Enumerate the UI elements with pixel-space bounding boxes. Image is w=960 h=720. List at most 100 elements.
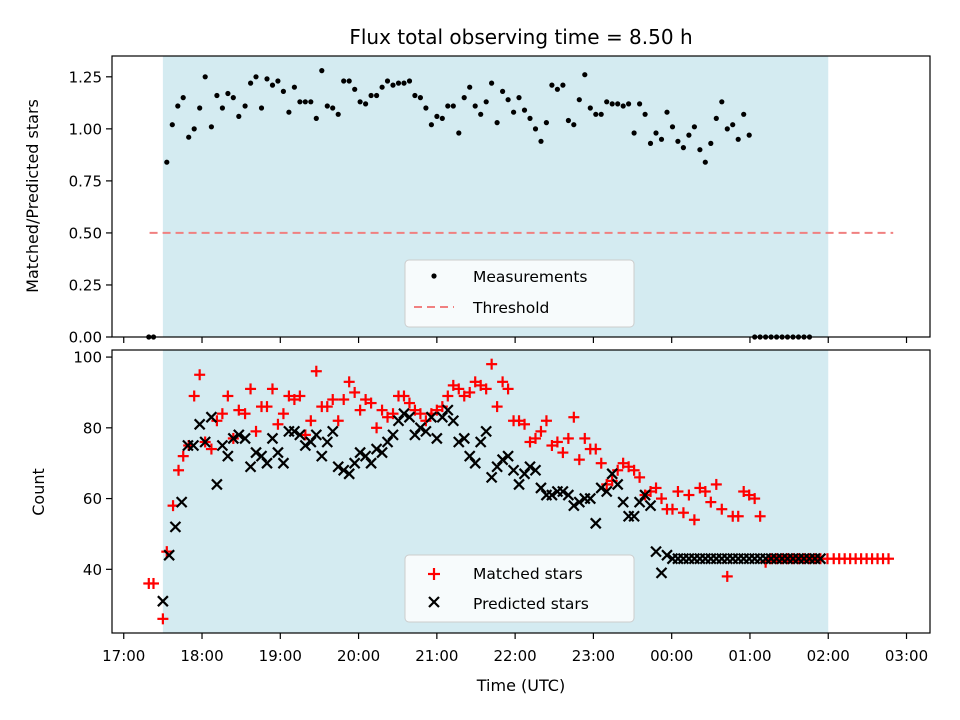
matched-star-point: [343, 376, 355, 388]
predicted-star-point: [316, 450, 328, 462]
measurement-point: [412, 92, 418, 99]
measurement-point: [500, 88, 506, 94]
predicted-star-point: [589, 517, 602, 530]
measurement-point: [521, 107, 528, 113]
matched-star-point: [677, 507, 689, 519]
measurement-point: [191, 126, 197, 132]
measurement-point: [719, 99, 725, 105]
measurement-point: [510, 109, 517, 115]
measurement-point: [395, 80, 402, 86]
matched-star-point: [177, 450, 189, 462]
predicted-star-point: [452, 436, 465, 448]
predicted-star-point: [480, 425, 492, 438]
legend-matched-marker: [428, 568, 440, 580]
measurement-point: [352, 86, 358, 92]
x-tick-label: 17:00: [102, 647, 145, 665]
matched-star-point: [403, 397, 415, 409]
matched-star-point: [310, 365, 322, 377]
measurement-point: [319, 68, 325, 74]
predicted-star-point: [595, 482, 608, 494]
count-axes-frame: [111, 349, 931, 634]
measurement-point: [401, 80, 407, 86]
measurement-point: [258, 105, 265, 111]
measurement-point: [428, 122, 434, 128]
measurement-point: [538, 138, 544, 144]
measurement-point: [708, 140, 714, 146]
count-legend: Matched stars Predicted stars: [404, 554, 635, 623]
y-tick-label: 80: [83, 419, 102, 437]
measurement-point: [330, 105, 336, 111]
predicted-star-point: [529, 464, 542, 477]
measurement-point: [489, 80, 495, 86]
x-tick-label: 18:00: [180, 647, 223, 665]
predicted-star-point: [644, 499, 657, 512]
measurement-point: [505, 97, 511, 103]
y-tick-label: 1.25: [69, 68, 102, 86]
matched-star-point: [365, 397, 377, 409]
matched-star-point: [612, 464, 624, 476]
count-panel: 40 60 80 100 17:00 18:00 19:00 20:00 21:00 22:00…: [29, 349, 931, 695]
predicted-star-point: [337, 464, 350, 477]
measurement-point: [423, 105, 429, 111]
predicted-star-point: [546, 489, 558, 501]
matched-star-point: [705, 496, 717, 508]
measurement-point: [642, 111, 648, 117]
measurement-point: [593, 111, 599, 117]
measurement-point: [406, 78, 413, 84]
matched-star-point: [497, 376, 509, 388]
matched-star-point: [721, 570, 733, 582]
measurement-point: [291, 84, 297, 90]
matched-star-point: [211, 415, 223, 427]
predicted-star-point: [431, 432, 443, 445]
matched-star-point: [305, 415, 317, 427]
ratio-y-ticks: 0.00 0.25 0.50 0.75 1.00 1.25: [69, 68, 112, 347]
matched-star-point: [250, 425, 262, 437]
measurement-point: [702, 159, 708, 165]
x-tick-label: 23:00: [572, 647, 615, 665]
matched-star-point: [266, 383, 278, 395]
x-tick-label: 20:00: [337, 647, 380, 665]
predicted-star-point: [299, 439, 312, 452]
predicted-star-point: [392, 414, 405, 427]
matched-star-point: [732, 510, 744, 522]
predicted-star-point: [491, 460, 503, 473]
x-tick-label: 19:00: [259, 647, 302, 665]
y-tick-label: 60: [83, 490, 102, 508]
predicted-star-point: [436, 411, 449, 423]
matched-star-point: [579, 432, 591, 444]
measurement-point: [637, 101, 643, 107]
predicted-star-point: [409, 429, 421, 441]
measurement-point: [532, 126, 539, 132]
predicted-star-point: [496, 453, 509, 466]
matched-star-point: [354, 404, 366, 416]
predicted-star-point: [458, 432, 471, 445]
predicted-star-point: [414, 422, 427, 434]
ratio-legend: Measurements Threshold: [404, 259, 635, 328]
predicted-star-point: [463, 450, 476, 462]
predicted-star-point: [474, 436, 487, 448]
predicted-star-point: [524, 460, 536, 473]
predicted-star-point: [617, 496, 629, 508]
measurement-point: [560, 82, 566, 88]
measurement-point: [675, 138, 681, 144]
matched-star-point: [688, 514, 700, 526]
measurement-point: [357, 99, 363, 105]
predicted-star-point: [261, 457, 273, 469]
measurement-point: [735, 136, 741, 142]
predicted-star-point: [611, 478, 624, 491]
matched-star-point: [699, 486, 711, 497]
measurement-point: [341, 78, 347, 84]
y-tick-label: 0.00: [69, 329, 102, 347]
y-tick-label: 0.25: [69, 276, 102, 294]
predicted-star-point: [420, 425, 432, 438]
predicted-star-point: [370, 443, 383, 455]
measurement-point: [741, 111, 747, 117]
measurement-point: [456, 130, 462, 136]
matched-star-point: [486, 358, 498, 370]
matched-star-point: [277, 408, 289, 420]
predicted-star-point: [584, 492, 597, 505]
matched-star-point: [420, 415, 432, 427]
measurement-point: [691, 124, 698, 130]
measurement-point: [248, 80, 254, 86]
predicted-star-point: [573, 496, 586, 508]
